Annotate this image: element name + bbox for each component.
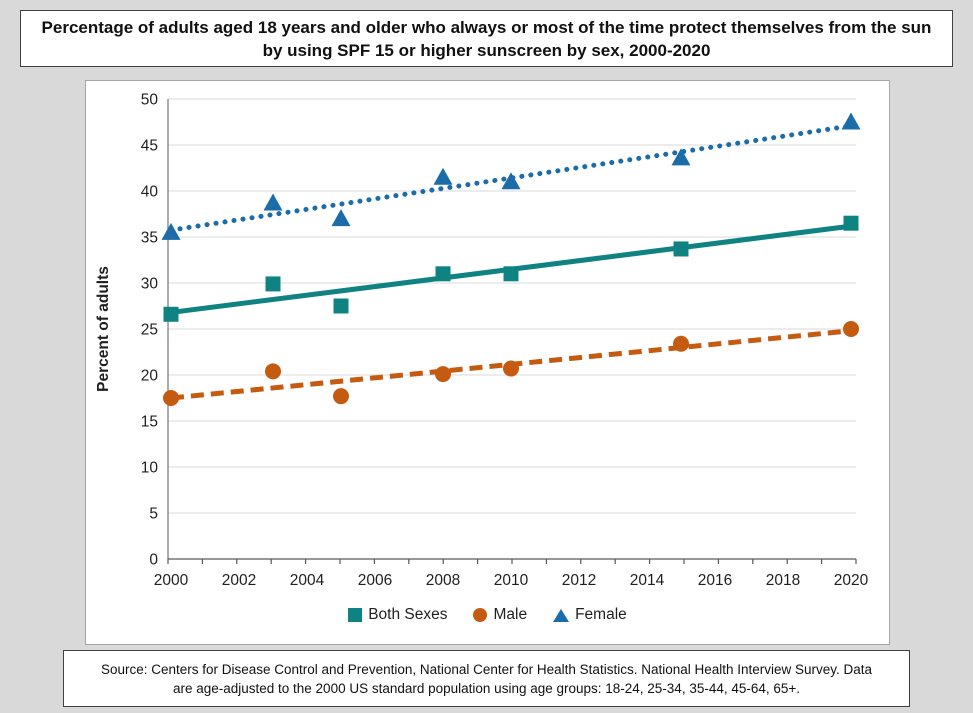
marker-male-2015 bbox=[673, 335, 689, 352]
marker-female-2010 bbox=[501, 172, 521, 190]
marker-both-sexes-2020 bbox=[843, 215, 859, 231]
legend-item-male: Male bbox=[473, 606, 527, 624]
female-triangle-icon bbox=[553, 608, 570, 622]
x-tick-label-2006: 2006 bbox=[358, 572, 392, 589]
legend-item-both-sexes: Both Sexes bbox=[348, 606, 447, 624]
marker-both-sexes-2005 bbox=[333, 298, 349, 314]
y-axis-title: Percent of adults bbox=[95, 266, 112, 392]
y-tick-label-15: 15 bbox=[141, 413, 158, 430]
x-tick-label-2016: 2016 bbox=[698, 572, 732, 589]
y-tick-label-30: 30 bbox=[141, 275, 159, 292]
x-tick-label-2000: 2000 bbox=[154, 572, 189, 589]
marker-male-2008 bbox=[435, 366, 451, 383]
male-circle-icon bbox=[473, 608, 488, 622]
legend-label-male: Male bbox=[493, 606, 528, 623]
chart-legend: Both Sexes Male Female bbox=[86, 601, 889, 629]
legend-label-both-sexes: Both Sexes bbox=[368, 606, 448, 623]
chart-title-box: Percentage of adults aged 18 years and o… bbox=[20, 10, 953, 67]
x-tick-label-2020: 2020 bbox=[834, 572, 869, 589]
chart-panel: 0 5 10 15 20 25 30 35 40 45 50 2000 2002 2004 2006 2008… bbox=[85, 80, 890, 645]
y-tick-label-5: 5 bbox=[149, 505, 158, 522]
y-tick-label-10: 10 bbox=[141, 459, 159, 476]
marker-male-2020 bbox=[843, 321, 859, 337]
marker-female-2003 bbox=[263, 193, 283, 211]
x-tick-label-2004: 2004 bbox=[290, 572, 325, 589]
legend-item-female: Female bbox=[553, 606, 627, 624]
marker-both-sexes-2015 bbox=[673, 241, 689, 257]
marker-male-2003 bbox=[265, 363, 281, 380]
chart-title: Percentage of adults aged 18 years and o… bbox=[41, 17, 932, 60]
y-tick-label-40: 40 bbox=[141, 183, 159, 200]
x-tick-label-2010: 2010 bbox=[494, 572, 529, 589]
marker-female-2020 bbox=[841, 112, 861, 130]
marker-both-sexes-2003 bbox=[265, 276, 281, 292]
both-sexes-square-icon bbox=[348, 608, 363, 622]
line-chart: 0 5 10 15 20 25 30 35 40 45 50 2000 2002 2004 2006 2008… bbox=[95, 91, 869, 589]
source-note-box: Source: Centers for Disease Control and … bbox=[63, 650, 910, 707]
legend-label-female: Female bbox=[575, 606, 627, 623]
x-tick-label-2008: 2008 bbox=[426, 572, 460, 589]
source-note: Source: Centers for Disease Control and … bbox=[100, 661, 873, 696]
marker-both-sexes-2008 bbox=[435, 266, 451, 282]
marker-both-sexes-2010 bbox=[503, 266, 519, 282]
marker-both-sexes-2000 bbox=[163, 306, 179, 322]
marker-female-2008 bbox=[433, 167, 453, 185]
x-tick-label-2018: 2018 bbox=[766, 572, 800, 589]
y-tick-label-50: 50 bbox=[141, 91, 159, 108]
y-tick-label-35: 35 bbox=[141, 229, 158, 246]
y-tick-label-0: 0 bbox=[149, 551, 158, 568]
x-tick-label-2012: 2012 bbox=[562, 572, 596, 589]
y-tick-label-45: 45 bbox=[141, 137, 158, 154]
marker-male-2005 bbox=[333, 388, 349, 405]
marker-male-2000 bbox=[163, 390, 179, 406]
marker-male-2010 bbox=[503, 360, 519, 377]
marker-female-2005 bbox=[331, 209, 351, 227]
x-tick-label-2002: 2002 bbox=[222, 572, 256, 589]
marker-female-2015 bbox=[671, 148, 691, 166]
marker-female-2000 bbox=[161, 222, 181, 240]
y-tick-label-20: 20 bbox=[141, 367, 159, 384]
x-tick-label-2014: 2014 bbox=[630, 572, 665, 589]
y-tick-label-25: 25 bbox=[141, 321, 158, 338]
